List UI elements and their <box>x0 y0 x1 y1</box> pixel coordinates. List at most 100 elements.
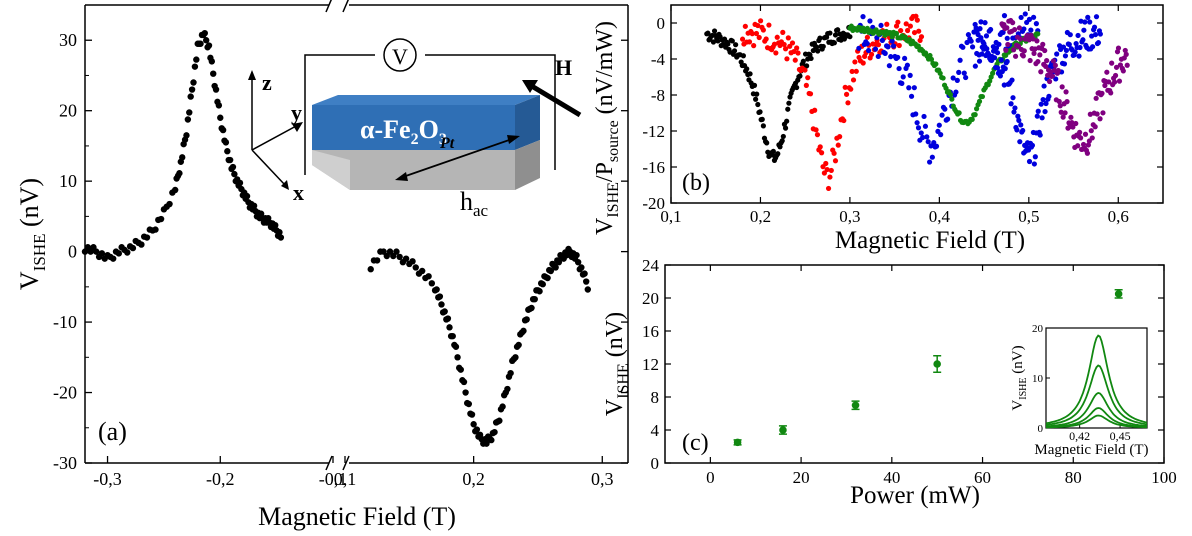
b-data-point <box>1035 31 1041 37</box>
b-ytick-label: -12 <box>642 122 665 141</box>
b-data-point <box>988 26 994 33</box>
b-data-point <box>812 107 818 113</box>
a-data-point <box>454 354 461 361</box>
voltage-wire-right <box>425 54 556 170</box>
c-xtick-label: 40 <box>883 468 900 487</box>
a-data-point <box>507 369 514 377</box>
b-data-point <box>961 70 967 76</box>
hac-arrow <box>399 137 516 179</box>
c-y-axis-title: VISHE (nV) <box>602 312 632 416</box>
b-data-point <box>1037 52 1043 58</box>
a-data-point <box>229 163 237 171</box>
b-data-point <box>1004 25 1010 31</box>
a-data-point <box>390 252 397 260</box>
b-data-point <box>915 125 922 131</box>
a-data-point <box>536 288 543 295</box>
voltage-wire <box>304 54 375 175</box>
b-data-point <box>828 167 834 174</box>
b-data-point <box>1064 99 1070 105</box>
b-data-point <box>1031 14 1037 20</box>
b-data-point <box>1041 83 1047 89</box>
b-data-point <box>843 91 850 97</box>
b-data-point <box>984 46 990 52</box>
b-data-point <box>1106 79 1112 85</box>
b-data-point <box>1042 108 1048 115</box>
b-data-point <box>1109 60 1115 66</box>
b-data-point <box>764 140 770 146</box>
a-xtick-label: -0,2 <box>206 469 235 489</box>
a-x-axis-title: Magnetic Field (T) <box>258 502 456 531</box>
a-ytick-label: 30 <box>59 30 77 50</box>
b-data-point <box>1069 119 1075 126</box>
c-inset-curve <box>1045 364 1148 426</box>
b-data-point <box>1056 98 1062 105</box>
b-data-point <box>835 27 841 33</box>
c-inset-ytick-label: 0 <box>1038 423 1044 435</box>
b-data-point <box>848 86 854 92</box>
a-axis-break-top-1 <box>325 0 332 13</box>
b-data-point <box>779 138 785 144</box>
c-y-axis-title-part: ISHE <box>615 363 632 399</box>
b-data-point <box>860 60 866 66</box>
b-data-point <box>993 45 1000 51</box>
b-data-point <box>739 36 746 42</box>
b-data-point <box>940 75 946 81</box>
b-data-point <box>918 130 924 136</box>
b-y-axis-title-part: /P <box>592 162 618 182</box>
b-data-point <box>1090 44 1096 50</box>
y-axis-label: y <box>291 100 302 125</box>
b-data-point <box>1015 113 1021 119</box>
h-field-arrow <box>528 82 582 118</box>
b-data-point <box>1122 47 1128 54</box>
a-data-point <box>433 286 440 293</box>
a-data-point <box>573 251 580 259</box>
b-data-point <box>731 48 738 54</box>
b-data-point <box>994 65 1001 71</box>
a-data-point <box>129 244 137 252</box>
b-data-point <box>1060 114 1066 120</box>
a-data-point <box>171 186 179 194</box>
b-data-point <box>942 106 948 112</box>
b-data-point <box>913 13 919 19</box>
b-data-point <box>899 80 905 86</box>
a-data-point <box>224 148 231 155</box>
b-xtick-label: 0,4 <box>929 207 951 226</box>
b-data-point <box>921 113 927 120</box>
b-data-point <box>802 67 808 73</box>
a-data-point <box>179 154 186 161</box>
b-data-point <box>823 160 829 167</box>
b-data-point <box>794 45 800 51</box>
a-data-point <box>488 436 495 444</box>
b-data-point <box>757 109 763 115</box>
b-data-point <box>729 38 735 44</box>
a-data-point <box>574 258 582 266</box>
b-plot-frame <box>670 4 1164 204</box>
b-data-point <box>1028 27 1034 33</box>
b-data-point <box>939 112 945 118</box>
c-xtick-label: 80 <box>1065 468 1082 487</box>
material-main: α-Fe <box>360 115 411 144</box>
b-data-point <box>957 57 963 63</box>
b-data-point <box>1115 45 1122 51</box>
a-xtick-label: -0,3 <box>93 469 122 489</box>
c-inset-curve <box>1045 392 1148 428</box>
b-data-point <box>1033 21 1039 27</box>
a-data-point <box>183 132 190 139</box>
b-data-point <box>1075 143 1081 149</box>
b-data-point <box>1027 57 1033 64</box>
b-data-point <box>1116 78 1123 84</box>
b-data-point <box>920 134 926 141</box>
b-data-point <box>820 43 826 50</box>
b-data-point <box>972 63 978 69</box>
b-data-point <box>895 54 901 60</box>
a-axis-break-bottom-1 <box>325 455 333 471</box>
b-data-point <box>976 58 983 64</box>
b-data-point <box>804 63 810 69</box>
a-data-point <box>515 341 522 349</box>
a-data-point <box>191 63 199 70</box>
a-data-point <box>409 258 416 265</box>
b-data-point <box>852 59 858 65</box>
b-data-point <box>1073 120 1079 127</box>
b-data-point <box>1063 47 1070 54</box>
a-data-point <box>98 250 106 257</box>
